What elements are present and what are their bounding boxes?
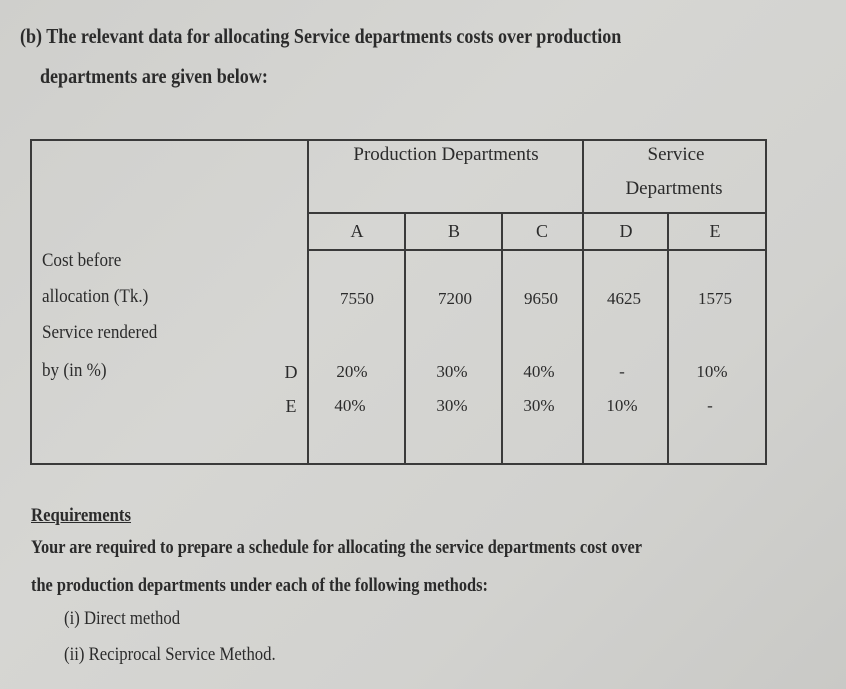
table-border-right bbox=[765, 139, 767, 465]
column-header-e: E bbox=[709, 221, 721, 241]
intro-line-1: (b) The relevant data for allocating Ser… bbox=[20, 24, 622, 48]
header-divider-2 bbox=[307, 249, 767, 251]
cost-cell-e: 1575 bbox=[698, 289, 732, 308]
column-header-b: B bbox=[447, 221, 461, 241]
cost-cell-b: 7200 bbox=[438, 289, 472, 308]
requirements-body-line2: the production departments under each of… bbox=[31, 575, 488, 596]
group-divider bbox=[582, 139, 584, 465]
requirement-item-direct: (i) Direct method bbox=[64, 608, 181, 629]
col-divider-bc bbox=[501, 212, 503, 465]
cost-cell-c: 9650 bbox=[524, 289, 558, 308]
service-departments-header-line1: Service bbox=[647, 144, 705, 165]
service-d-cell-b: 30% bbox=[436, 362, 468, 381]
column-header-c: C bbox=[535, 221, 549, 241]
table-border-bottom bbox=[30, 463, 767, 465]
service-d-cell-a: 20% bbox=[336, 362, 368, 381]
intro-line-2: departments are given below: bbox=[40, 64, 268, 88]
requirements-title: Requirements bbox=[31, 505, 132, 526]
label-divider bbox=[307, 139, 309, 465]
service-d-cell-e: 10% bbox=[696, 362, 728, 381]
requirements-body-line1: Your are required to prepare a schedule … bbox=[31, 537, 643, 558]
production-departments-header: Production Departments bbox=[353, 144, 539, 165]
cost-cell-a: 7550 bbox=[340, 289, 374, 308]
col-divider-de bbox=[667, 212, 669, 465]
service-e-cell-a: 40% bbox=[334, 396, 366, 415]
service-departments-header-line2: Departments bbox=[625, 178, 723, 199]
col-divider-ab bbox=[404, 212, 406, 465]
service-e-cell-e: - bbox=[707, 396, 713, 415]
sub-row-label-d: D bbox=[284, 362, 298, 382]
service-d-cell-c: 40% bbox=[523, 362, 555, 381]
cost-cell-d: 4625 bbox=[607, 289, 641, 308]
service-e-cell-b: 30% bbox=[436, 396, 468, 415]
service-e-cell-c: 30% bbox=[523, 396, 555, 415]
cost-label-line1: Cost before bbox=[42, 250, 122, 271]
service-label-line2: by (in %) bbox=[42, 360, 107, 381]
column-header-a: A bbox=[350, 221, 364, 241]
column-header-d: D bbox=[619, 221, 633, 241]
service-d-cell-d: - bbox=[619, 362, 625, 381]
requirement-item-reciprocal: (ii) Reciprocal Service Method. bbox=[64, 644, 276, 665]
sub-row-label-e: E bbox=[285, 396, 297, 416]
service-e-cell-d: 10% bbox=[606, 396, 638, 415]
table-border-top bbox=[30, 139, 767, 141]
cost-label-line2: allocation (Tk.) bbox=[42, 286, 149, 307]
table-border-left bbox=[30, 139, 32, 465]
service-label-line1: Service rendered bbox=[42, 322, 158, 343]
header-divider-1 bbox=[307, 212, 767, 214]
